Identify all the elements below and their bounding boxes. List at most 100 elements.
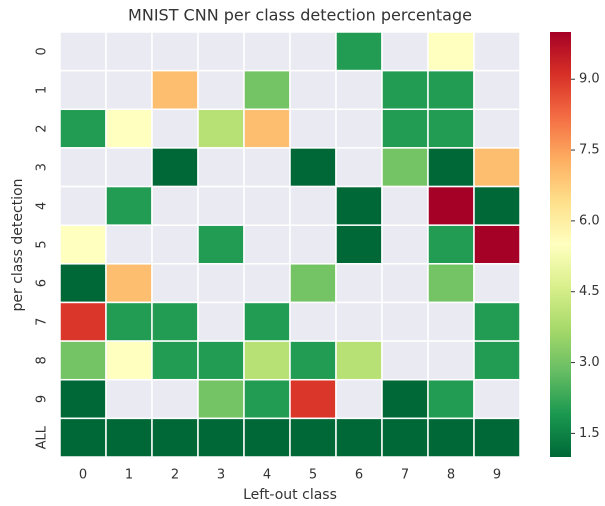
cell bbox=[243, 378, 291, 420]
cell bbox=[427, 147, 475, 188]
cell bbox=[381, 378, 429, 420]
cell bbox=[427, 69, 475, 111]
empty-cell bbox=[473, 31, 521, 72]
empty-cell bbox=[381, 224, 429, 265]
x-tick-label: 4 bbox=[263, 468, 271, 483]
x-axis-label: Left-out class bbox=[243, 487, 337, 503]
cell bbox=[197, 340, 245, 381]
empty-cell bbox=[197, 31, 245, 72]
empty-cell bbox=[243, 147, 291, 188]
chart-title: MNIST CNN per class detection percentage bbox=[128, 6, 472, 25]
empty-cell bbox=[105, 69, 153, 111]
colorbar bbox=[550, 32, 571, 457]
empty-cell bbox=[381, 185, 429, 226]
cell bbox=[197, 417, 245, 458]
y-tick-label: 1 bbox=[35, 86, 50, 94]
cell bbox=[473, 147, 521, 188]
cell bbox=[59, 108, 107, 149]
cell bbox=[59, 301, 107, 342]
colorbar-tick-label: 1.5 bbox=[579, 426, 600, 441]
cell bbox=[243, 301, 291, 342]
y-axis-label: per class detection bbox=[10, 178, 26, 311]
empty-cell bbox=[289, 69, 337, 111]
cell bbox=[335, 224, 383, 265]
empty-cell bbox=[243, 263, 291, 304]
cell bbox=[105, 185, 153, 226]
empty-cell bbox=[105, 31, 153, 72]
empty-cell bbox=[381, 301, 429, 342]
cell bbox=[473, 224, 521, 265]
empty-cell bbox=[151, 185, 199, 226]
empty-cell bbox=[59, 185, 107, 226]
cell bbox=[473, 185, 521, 226]
cell bbox=[59, 340, 107, 381]
cell bbox=[289, 417, 337, 458]
cell bbox=[335, 185, 383, 226]
cell bbox=[381, 108, 429, 149]
y-tick-label: 4 bbox=[35, 202, 50, 210]
cell bbox=[59, 224, 107, 265]
cell bbox=[105, 108, 153, 149]
cell bbox=[289, 378, 337, 420]
cell bbox=[427, 263, 475, 304]
x-tick-label: 5 bbox=[309, 468, 317, 483]
empty-cell bbox=[473, 69, 521, 111]
x-tick-label: 2 bbox=[171, 468, 179, 483]
empty-cell bbox=[335, 147, 383, 188]
cell bbox=[105, 301, 153, 342]
cell bbox=[335, 31, 383, 72]
empty-cell bbox=[151, 263, 199, 304]
empty-cell bbox=[59, 147, 107, 188]
empty-cell bbox=[105, 224, 153, 265]
cell bbox=[473, 301, 521, 342]
empty-cell bbox=[335, 108, 383, 149]
empty-cell bbox=[151, 108, 199, 149]
empty-cell bbox=[289, 224, 337, 265]
cell bbox=[427, 378, 475, 420]
empty-cell bbox=[59, 69, 107, 111]
x-tick-label: 8 bbox=[447, 468, 455, 483]
cell bbox=[59, 378, 107, 420]
cell bbox=[473, 340, 521, 381]
cell bbox=[243, 417, 291, 458]
empty-cell bbox=[335, 378, 383, 420]
y-tick-label: 5 bbox=[35, 240, 50, 248]
empty-cell bbox=[243, 31, 291, 72]
empty-cell bbox=[473, 378, 521, 420]
cell bbox=[197, 224, 245, 265]
cell bbox=[427, 185, 475, 226]
cell bbox=[59, 263, 107, 304]
empty-cell bbox=[289, 108, 337, 149]
x-tick-label: 1 bbox=[125, 468, 133, 483]
empty-cell bbox=[197, 147, 245, 188]
x-tick-label: 0 bbox=[79, 468, 87, 483]
cell bbox=[381, 69, 429, 111]
y-tick-label: 9 bbox=[35, 395, 50, 403]
empty-cell bbox=[151, 31, 199, 72]
cell bbox=[197, 108, 245, 149]
y-tick-label: 8 bbox=[35, 356, 50, 364]
empty-cell bbox=[427, 340, 475, 381]
colorbar-tick-label: 4.5 bbox=[579, 284, 600, 299]
y-tick-label: 6 bbox=[35, 279, 50, 287]
cell bbox=[151, 417, 199, 458]
cell bbox=[151, 340, 199, 381]
empty-cell bbox=[473, 108, 521, 149]
y-tick-label: 2 bbox=[35, 124, 50, 132]
x-tick-label: 7 bbox=[401, 468, 409, 483]
cell bbox=[427, 417, 475, 458]
cell bbox=[151, 301, 199, 342]
colorbar-tick-label: 3.0 bbox=[579, 355, 600, 370]
empty-cell bbox=[59, 31, 107, 72]
cell bbox=[335, 340, 383, 381]
cell bbox=[427, 108, 475, 149]
cell bbox=[243, 108, 291, 149]
empty-cell bbox=[197, 185, 245, 226]
cell bbox=[151, 69, 199, 111]
colorbar-tick-label: 6.0 bbox=[579, 213, 600, 228]
empty-cell bbox=[289, 301, 337, 342]
empty-cell bbox=[335, 69, 383, 111]
y-tick-label: ALL bbox=[35, 425, 50, 449]
empty-cell bbox=[335, 263, 383, 304]
